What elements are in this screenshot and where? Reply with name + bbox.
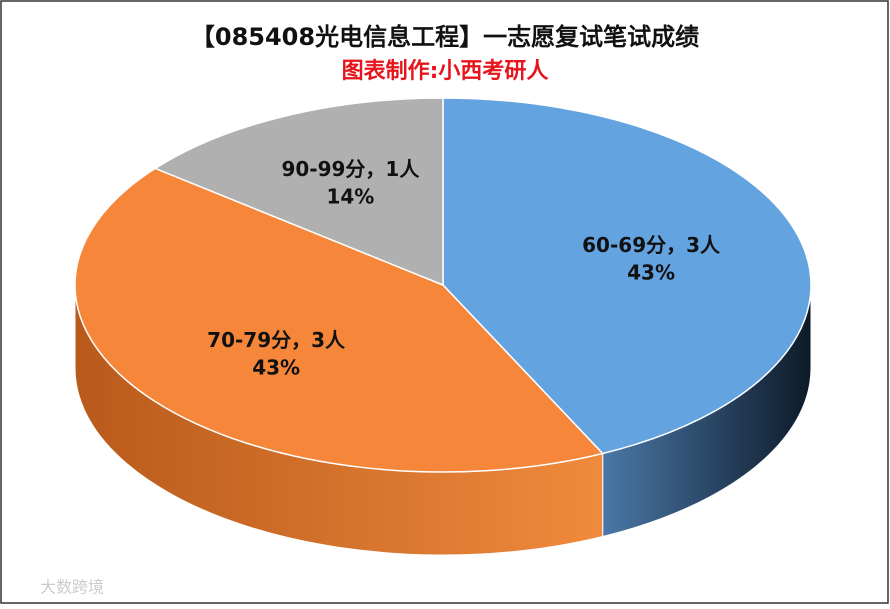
label-separator: ， [365, 156, 385, 180]
percent-label: 43% [627, 261, 675, 285]
chart-title: 【085408光电信息工程】一志愿复试笔试成绩 [191, 23, 699, 51]
category-label: 70-79分 [207, 327, 291, 351]
category-label: 90-99分 [281, 156, 365, 180]
label-separator: ， [291, 327, 311, 351]
pie-slice [74, 167, 605, 473]
percent-label: 14% [326, 184, 374, 208]
data-label: 90-99分，1人 [281, 156, 420, 180]
label-separator: ， [666, 233, 686, 257]
value-label: 3人 [686, 233, 721, 257]
data-label: 70-79分，3人 [207, 327, 346, 351]
pie-slice [442, 97, 812, 455]
watermark: 大数跨境 [40, 578, 104, 597]
data-label: 60-69分，3人 [582, 233, 721, 257]
pie-slice [153, 97, 444, 287]
value-label: 3人 [311, 327, 346, 351]
chart-subtitle: 图表制作:小西考研人 [342, 59, 549, 84]
category-label: 60-69分 [582, 233, 666, 257]
percent-label: 43% [252, 355, 300, 379]
value-label: 1人 [385, 156, 420, 180]
